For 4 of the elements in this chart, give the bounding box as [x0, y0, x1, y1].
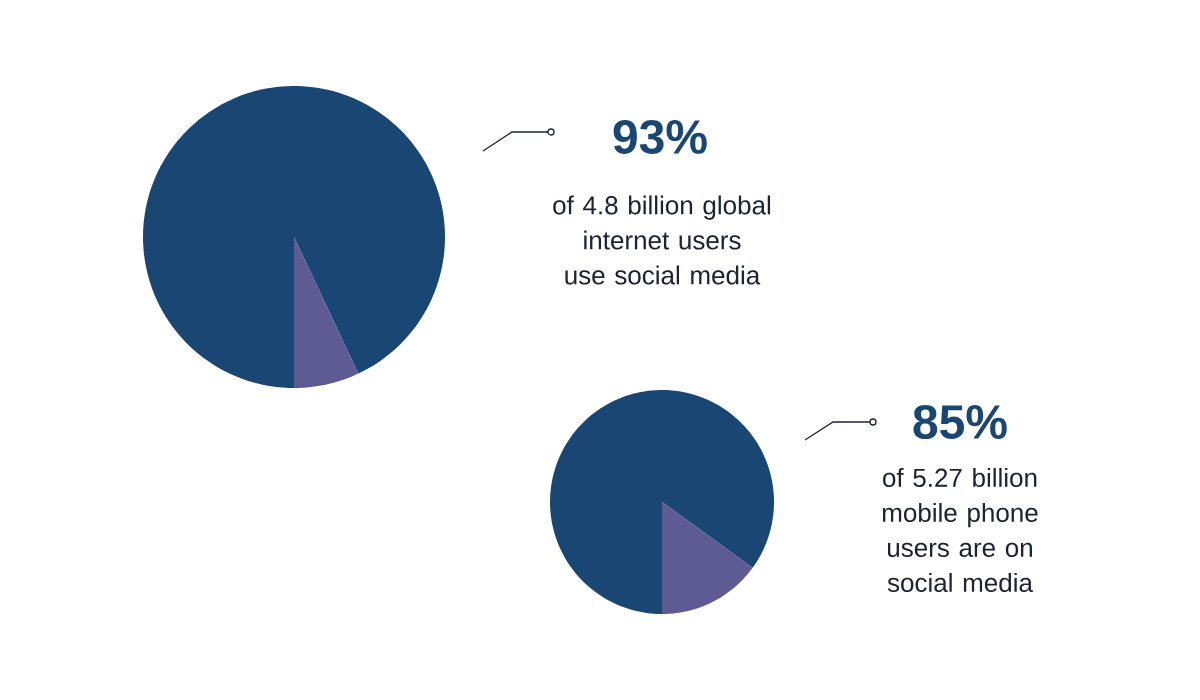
text: of 5.27 billion mobile phone users are on social media — [882, 467, 1038, 593]
text: of 4.8 billion global internet users use social media — [553, 195, 771, 285]
text: 93% — [613, 119, 707, 154]
text: 85% — [913, 404, 1007, 439]
